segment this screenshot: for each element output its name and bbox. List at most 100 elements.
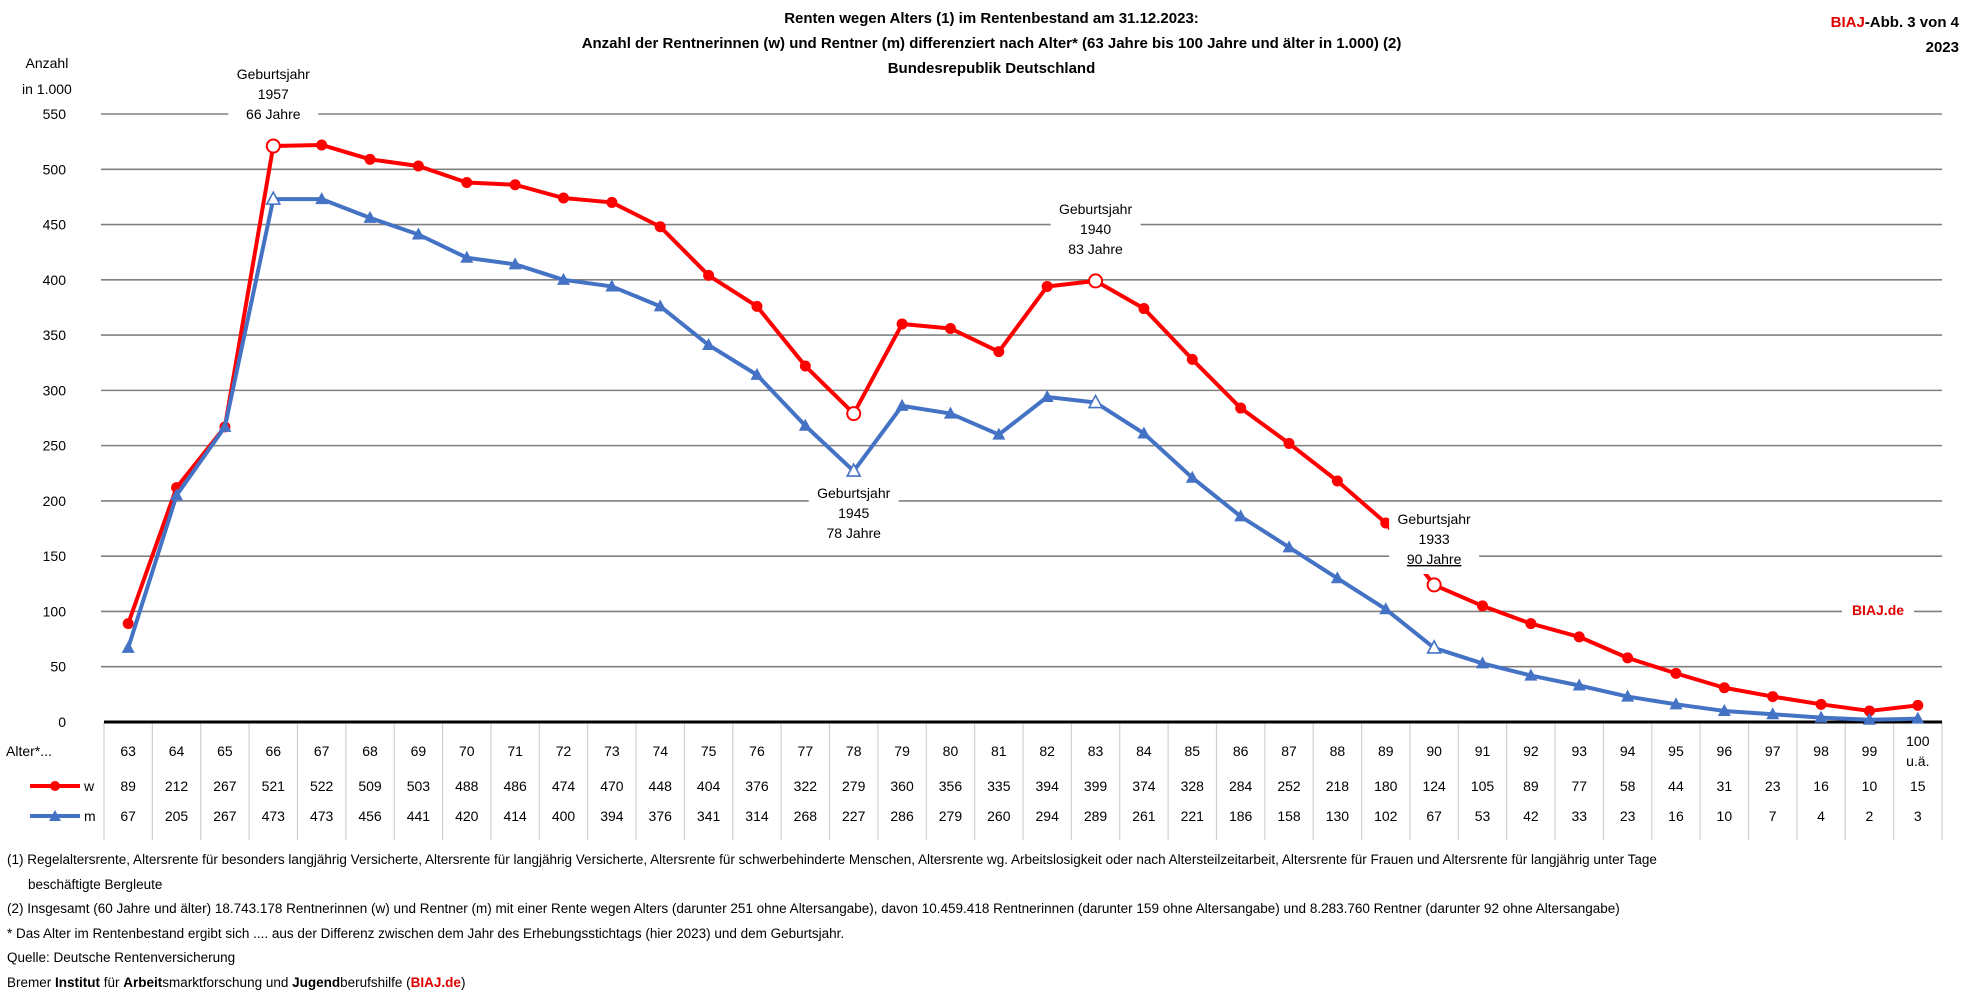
data-point-m <box>1379 602 1393 615</box>
legend-marker-circle-icon <box>50 781 60 791</box>
footnote-1: (1) Regelaltersrente, Altersrente für be… <box>7 852 1657 867</box>
table-value-m: 279 <box>939 808 963 824</box>
data-point-m <box>943 406 957 419</box>
line-chart: 0 50 100 150 200 250 300 350 400 450 500 550 Alter*.… <box>6 66 1943 840</box>
y-tick-label: 0 <box>58 714 66 730</box>
chart-title-line-1: Renten wegen Alters (1) im Rentenbestand… <box>784 10 1199 27</box>
data-point-w <box>1622 652 1634 664</box>
table-value-w: 328 <box>1181 778 1205 794</box>
table-value-w: 10 <box>1862 778 1878 794</box>
x-tick-label: u.ä. <box>1906 753 1929 769</box>
table-value-m: 376 <box>649 808 673 824</box>
credit-part: Institut <box>55 974 101 990</box>
table-value-w: 212 <box>165 778 189 794</box>
data-point-w <box>1088 273 1104 289</box>
table-value-w: 58 <box>1620 778 1636 794</box>
table-value-m: 42 <box>1523 808 1539 824</box>
x-tick-label: 68 <box>362 743 378 759</box>
data-point-m <box>1282 540 1296 553</box>
x-tick-label: 65 <box>217 743 233 759</box>
data-point-m <box>845 462 862 477</box>
data-point-w <box>606 196 618 208</box>
annotation-background <box>808 482 899 548</box>
annotation-text: Geburtsjahr <box>817 485 890 501</box>
data-point-w <box>896 318 908 330</box>
data-point-m <box>1087 393 1104 409</box>
table-value-w: 279 <box>842 778 866 794</box>
x-tick-label: 75 <box>701 743 717 759</box>
series-line-w <box>126 142 1919 713</box>
annotation-text: 66 Jahre <box>246 106 301 122</box>
table-value-w: 105 <box>1471 778 1495 794</box>
data-point-w <box>558 192 569 204</box>
table-value-m: 158 <box>1277 808 1301 824</box>
x-tick-label: 98 <box>1813 743 1829 759</box>
data-point-w <box>1912 699 1924 711</box>
legend-marker-triangle-icon <box>49 810 61 821</box>
data-point-w <box>944 322 956 334</box>
chart-title-line-2: Anzahl der Rentnerinnen (w) und Rentner … <box>581 35 1402 52</box>
x-tick-label: 82 <box>1039 743 1055 759</box>
footnotes: (1) Regelaltersrente, Altersrente für be… <box>7 848 1657 995</box>
table-value-w: 503 <box>407 778 431 794</box>
data-point-m <box>750 367 764 380</box>
x-tick-label: 66 <box>266 743 282 759</box>
table-value-w: 16 <box>1813 778 1829 794</box>
data-point-w <box>654 221 666 233</box>
data-point-m <box>1862 712 1876 725</box>
figure-badge: BIAJ-Abb. 3 von 4 2023 <box>1831 10 1959 60</box>
data-point-w <box>1426 577 1442 593</box>
table-value-m: 456 <box>358 808 382 824</box>
table-value-m: 102 <box>1374 808 1398 824</box>
table-value-m: 221 <box>1181 808 1205 824</box>
figure-number: -Abb. 3 von 4 <box>1864 14 1959 31</box>
x-tick-label: 71 <box>507 743 523 759</box>
data-point-m <box>895 398 909 411</box>
table-value-w: 448 <box>649 778 673 794</box>
data-point-w <box>1138 303 1150 315</box>
y-tick-label: 100 <box>43 603 67 619</box>
x-tick-label: 86 <box>1233 743 1249 759</box>
credit-part: ) <box>460 974 466 990</box>
table-value-w: 474 <box>552 778 576 794</box>
data-point-w <box>1718 682 1730 694</box>
data-point-w <box>751 300 763 312</box>
data-point-m <box>1185 470 1199 483</box>
annotation-background <box>1050 198 1141 264</box>
table-value-w: 360 <box>890 778 914 794</box>
data-point-m <box>557 272 570 285</box>
data-point-m <box>605 279 619 292</box>
table-value-m: 441 <box>407 808 431 824</box>
table-value-w: 394 <box>1036 778 1060 794</box>
y-tick-label: 300 <box>43 382 67 398</box>
data-point-m <box>992 427 1006 440</box>
y-tick-label: 500 <box>43 161 67 177</box>
data-point-w <box>461 177 473 189</box>
table-value-m: 16 <box>1668 808 1684 824</box>
x-tick-label: 84 <box>1136 743 1152 759</box>
table-value-w: 218 <box>1326 778 1350 794</box>
credit-part: berufshilfe ( <box>340 974 411 990</box>
x-tick-label: 95 <box>1668 743 1684 759</box>
data-point-m <box>1330 571 1344 584</box>
credit-link[interactable]: BIAJ.de <box>410 974 461 990</box>
x-tick-label: 93 <box>1571 743 1587 759</box>
table-value-m: 67 <box>1426 808 1442 824</box>
table-value-w: 284 <box>1229 778 1253 794</box>
data-point-m <box>363 210 377 223</box>
data-point-m <box>1234 509 1248 522</box>
table-value-w: 522 <box>310 778 334 794</box>
y-axis-label: Anzahl in 1.000 <box>22 50 72 102</box>
table-value-m: 420 <box>455 808 479 824</box>
data-point-w <box>993 346 1005 358</box>
table-value-m: 294 <box>1036 808 1060 824</box>
table-value-w: 488 <box>455 778 479 794</box>
x-tick-label: 92 <box>1523 743 1539 759</box>
table-value-w: 399 <box>1084 778 1108 794</box>
table-value-w: 267 <box>213 778 237 794</box>
x-tick-label: 73 <box>604 743 620 759</box>
x-tick-label: 83 <box>1088 743 1104 759</box>
table-value-m: 286 <box>890 808 914 824</box>
x-tick-label: 67 <box>314 743 330 759</box>
x-tick-label: 91 <box>1475 743 1491 759</box>
